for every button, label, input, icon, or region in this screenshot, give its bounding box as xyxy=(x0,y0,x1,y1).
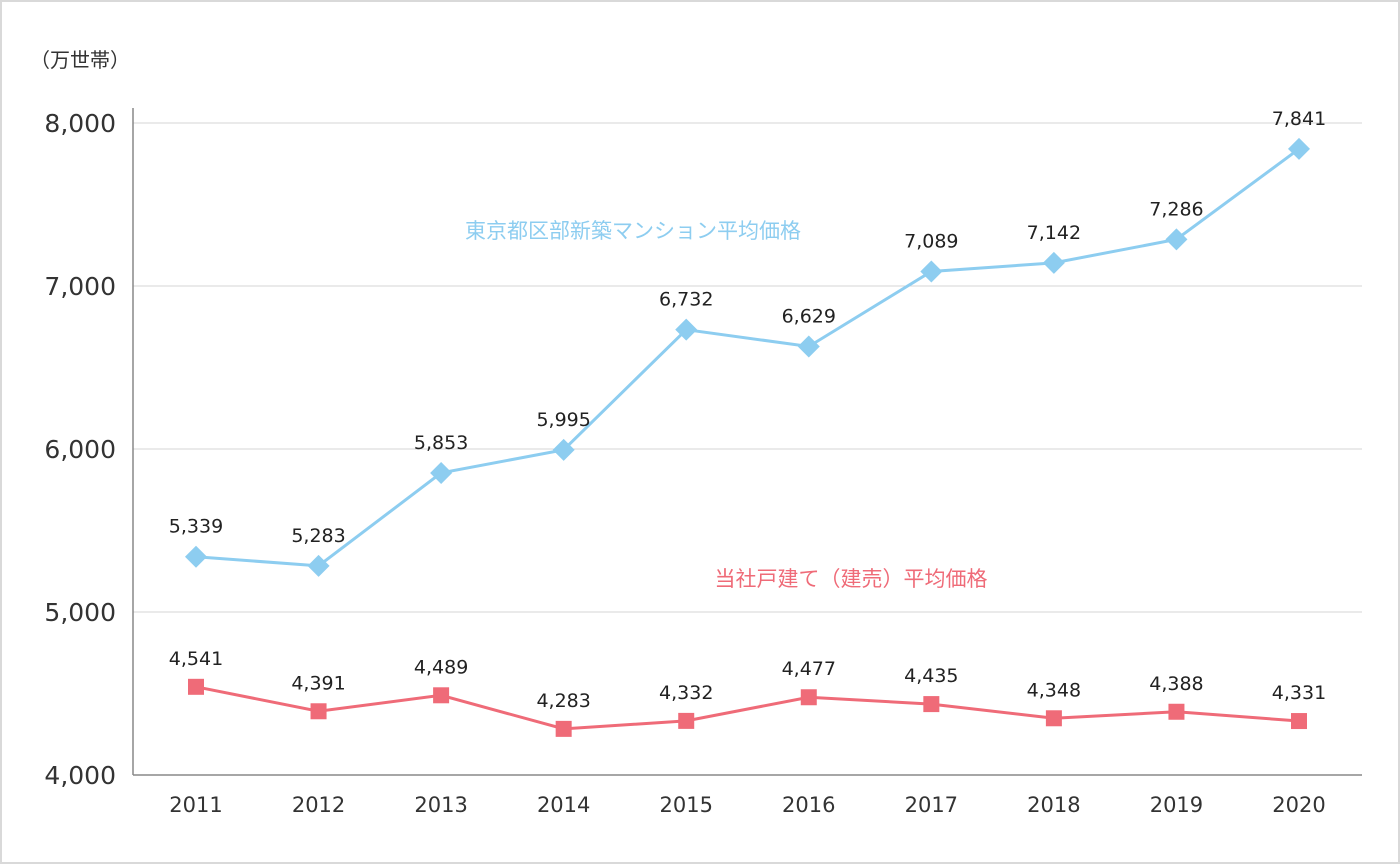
data-point-diamond xyxy=(307,554,330,577)
data-point-diamond xyxy=(1042,251,1065,274)
data-label: 5,995 xyxy=(536,409,590,431)
data-label: 6,629 xyxy=(782,305,836,327)
series-label: 当社戸建て（建売）平均価格 xyxy=(715,567,988,591)
data-label: 5,339 xyxy=(169,516,223,538)
data-point-diamond xyxy=(920,260,943,283)
data-point-diamond xyxy=(675,318,698,341)
data-point-square xyxy=(923,696,940,713)
y-tick-label: 8,000 xyxy=(44,109,116,138)
series-line xyxy=(195,685,1300,731)
data-label: 4,331 xyxy=(1272,682,1326,704)
data-point-square xyxy=(800,689,817,706)
data-point-square xyxy=(188,678,204,695)
x-tick-label: 2020 xyxy=(1272,793,1325,817)
data-label: 4,391 xyxy=(291,672,345,694)
x-tick-label: 2019 xyxy=(1150,793,1203,817)
data-point-square xyxy=(555,720,572,737)
x-tick-label: 2017 xyxy=(905,793,958,817)
x-tick-label: 2011 xyxy=(169,793,222,817)
data-point-square xyxy=(1168,703,1185,720)
data-label: 4,477 xyxy=(782,658,836,680)
data-label: 4,541 xyxy=(169,648,223,670)
y-tick-label: 7,000 xyxy=(44,272,116,301)
data-point-diamond xyxy=(797,335,820,358)
series-label: 東京都区部新築マンション平均価格 xyxy=(465,219,801,243)
data-label: 6,732 xyxy=(659,289,713,311)
data-label: 4,435 xyxy=(904,665,958,687)
data-point-square xyxy=(433,687,450,704)
data-point-square xyxy=(1045,710,1062,727)
data-point-diamond xyxy=(1288,137,1310,160)
x-tick-label: 2018 xyxy=(1027,793,1080,817)
y-axis-unit-label: （万世帯） xyxy=(30,48,130,72)
data-label: 5,853 xyxy=(414,432,468,454)
x-tick-label: 2016 xyxy=(782,793,835,817)
data-label: 7,089 xyxy=(904,230,958,252)
data-label: 4,332 xyxy=(659,682,713,704)
x-tick-label: 2012 xyxy=(292,793,345,817)
data-point-square xyxy=(1291,713,1307,730)
data-label: 4,283 xyxy=(536,690,590,712)
data-point-diamond xyxy=(430,461,453,484)
data-label: 4,489 xyxy=(414,656,468,678)
data-label: 7,841 xyxy=(1272,108,1326,130)
data-point-diamond xyxy=(1165,228,1188,251)
x-tick-label: 2013 xyxy=(414,793,467,817)
data-point-square xyxy=(678,712,695,729)
y-tick-label: 5,000 xyxy=(44,598,116,627)
data-label: 5,283 xyxy=(291,525,345,547)
y-tick-label: 6,000 xyxy=(44,435,116,464)
data-label: 4,348 xyxy=(1027,679,1081,701)
x-tick-label: 2015 xyxy=(659,793,712,817)
data-label: 7,142 xyxy=(1027,222,1081,244)
y-tick-label: 4,000 xyxy=(44,761,116,790)
data-point-diamond xyxy=(552,438,575,461)
data-label: 7,286 xyxy=(1149,198,1203,220)
data-point-diamond xyxy=(185,545,207,568)
series-line xyxy=(195,147,1300,568)
x-tick-label: 2014 xyxy=(537,793,590,817)
data-label: 4,388 xyxy=(1149,673,1203,695)
data-point-square xyxy=(310,703,327,720)
